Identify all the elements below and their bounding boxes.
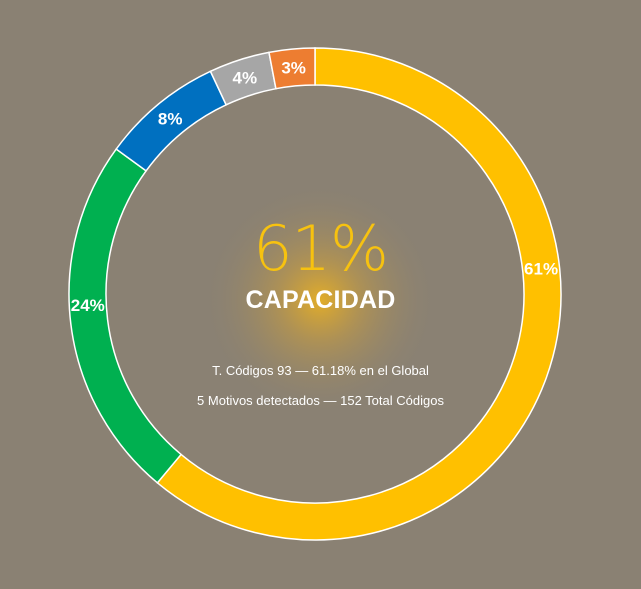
slice-label-3: 4% [233, 69, 258, 88]
center-value: 61% [253, 212, 389, 285]
center-summary-line-1: T. Códigos 93 — 61.18% en el Global [212, 363, 429, 378]
slice-labels: 61% 24% 8% 4% 3% [71, 59, 558, 315]
center-label: CAPACIDAD [245, 286, 396, 314]
donut-slices [68, 47, 562, 541]
donut-slice-1 [68, 148, 183, 484]
slice-label-0: 61% [524, 259, 558, 278]
donut-slice-4 [268, 47, 316, 90]
slice-label-4: 3% [281, 59, 306, 78]
center-summary-line-2: 5 Motivos detectados — 152 Total Códigos [197, 393, 444, 408]
slice-label-2: 8% [158, 110, 183, 129]
donut-slice-0 [156, 47, 562, 541]
center-glow [202, 182, 438, 418]
slice-label-1: 24% [71, 296, 105, 315]
